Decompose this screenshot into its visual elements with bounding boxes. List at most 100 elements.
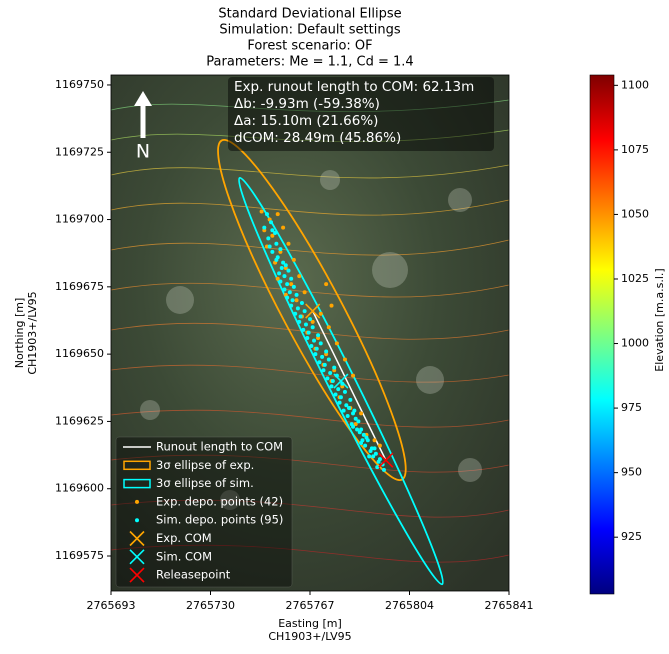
depo-point xyxy=(378,444,382,448)
depo-point xyxy=(332,366,336,370)
depo-point xyxy=(289,304,293,308)
depo-point xyxy=(324,282,328,286)
colorbar-tick-label: 1025 xyxy=(621,272,649,285)
depo-point xyxy=(277,271,281,275)
chart: N Standard Deviational EllipseSimulation… xyxy=(0,0,669,650)
depo-point xyxy=(274,258,278,262)
x-tick-label: 2765767 xyxy=(286,599,335,612)
north-label: N xyxy=(136,141,150,163)
depo-point xyxy=(282,274,286,278)
depo-point xyxy=(338,401,342,405)
y-tick-label: 1169700 xyxy=(55,213,104,226)
depo-point xyxy=(265,212,269,216)
depo-point xyxy=(313,352,317,356)
depo-point xyxy=(323,363,327,367)
depo-point xyxy=(303,309,307,313)
legend-label: Exp. depo. points (42) xyxy=(156,494,283,508)
depo-point xyxy=(301,328,305,332)
depo-point xyxy=(373,438,377,442)
depo-point xyxy=(375,465,379,469)
depo-point xyxy=(348,398,352,402)
depo-point xyxy=(351,374,355,378)
y-axis-label: CH1903+/LV95 xyxy=(26,291,39,374)
annotation-line: Exp. runout length to COM: 62.13m xyxy=(234,79,474,95)
y-tick-label: 1169575 xyxy=(55,549,104,562)
depo-point xyxy=(377,460,381,464)
depo-point xyxy=(262,226,266,230)
colorbar-tick-label: 975 xyxy=(621,401,642,414)
depo-point xyxy=(359,411,363,415)
depo-point xyxy=(300,301,304,305)
depo-point xyxy=(346,414,350,418)
depo-point xyxy=(359,441,363,445)
depo-point xyxy=(355,427,359,431)
annotation-line: Δa: 15.10m (21.66%) xyxy=(234,113,378,129)
legend-label: Releasepoint xyxy=(156,568,231,582)
colorbar-tick-label: 925 xyxy=(621,530,642,543)
depo-point xyxy=(342,409,346,413)
colorbar-tick-label: 1075 xyxy=(621,143,649,156)
depo-point xyxy=(276,212,280,216)
y-tick-label: 1169750 xyxy=(55,78,104,91)
depo-point xyxy=(330,304,334,308)
depo-point xyxy=(308,317,312,321)
y-tick-label: 1169675 xyxy=(55,280,104,293)
depo-point xyxy=(324,349,328,353)
depo-point xyxy=(319,312,323,316)
annotation-line: dCOM: 28.49m (45.86%) xyxy=(234,130,401,146)
depo-point xyxy=(289,277,293,281)
legend-symbol xyxy=(135,500,139,504)
y-tick-label: 1169725 xyxy=(55,145,104,158)
depo-point xyxy=(327,325,331,329)
depo-point xyxy=(286,242,290,246)
legend-label: 3σ ellipse of exp. xyxy=(156,458,254,472)
depo-point xyxy=(297,274,301,278)
depo-point xyxy=(303,290,307,294)
depo-point xyxy=(367,454,371,458)
depo-point xyxy=(325,376,329,380)
depo-point xyxy=(274,242,278,246)
colorbar-label: Elevation [m.a.s.l.] xyxy=(653,268,666,371)
depo-point xyxy=(304,323,308,327)
x-axis-label: CH1903+/LV95 xyxy=(268,630,351,643)
legend-label: Sim. depo. points (95) xyxy=(156,513,283,527)
depo-point xyxy=(315,347,319,351)
x-tick-label: 2765693 xyxy=(87,599,136,612)
depo-point xyxy=(284,263,288,267)
page: {"chart_data": { "type": "scatter", "tit… xyxy=(0,0,669,650)
depo-point xyxy=(312,339,316,343)
depo-point xyxy=(270,250,274,254)
depo-point xyxy=(286,269,290,273)
depo-point xyxy=(273,231,277,235)
depo-point xyxy=(278,279,282,283)
depo-point xyxy=(266,236,270,240)
depo-point xyxy=(347,406,351,410)
colorbar xyxy=(590,75,614,594)
depo-point xyxy=(307,331,311,335)
y-tick-label: 1169625 xyxy=(55,414,104,427)
depo-point xyxy=(320,355,324,359)
depo-point xyxy=(363,444,367,448)
depo-point xyxy=(317,360,321,364)
depo-point xyxy=(293,312,297,316)
depo-point xyxy=(335,341,339,345)
depo-point xyxy=(316,333,320,337)
legend-label: Sim. COM xyxy=(156,549,212,563)
depo-point xyxy=(328,371,332,375)
depo-point xyxy=(319,341,323,345)
x-tick-label: 2765804 xyxy=(385,599,434,612)
depo-point xyxy=(331,379,335,383)
legend-label: Exp. COM xyxy=(156,531,212,545)
colorbar-tick-label: 1000 xyxy=(621,337,649,350)
depo-point xyxy=(309,344,313,348)
depo-point xyxy=(343,390,347,394)
depo-point xyxy=(321,368,325,372)
depo-point xyxy=(343,358,347,362)
y-tick-label: 1169650 xyxy=(55,347,104,360)
colorbar-tick-label: 1100 xyxy=(621,78,649,91)
depo-point xyxy=(299,314,303,318)
x-tick-label: 2765730 xyxy=(186,599,235,612)
depo-point xyxy=(280,266,284,270)
depo-point xyxy=(292,258,296,262)
depo-point xyxy=(366,438,370,442)
